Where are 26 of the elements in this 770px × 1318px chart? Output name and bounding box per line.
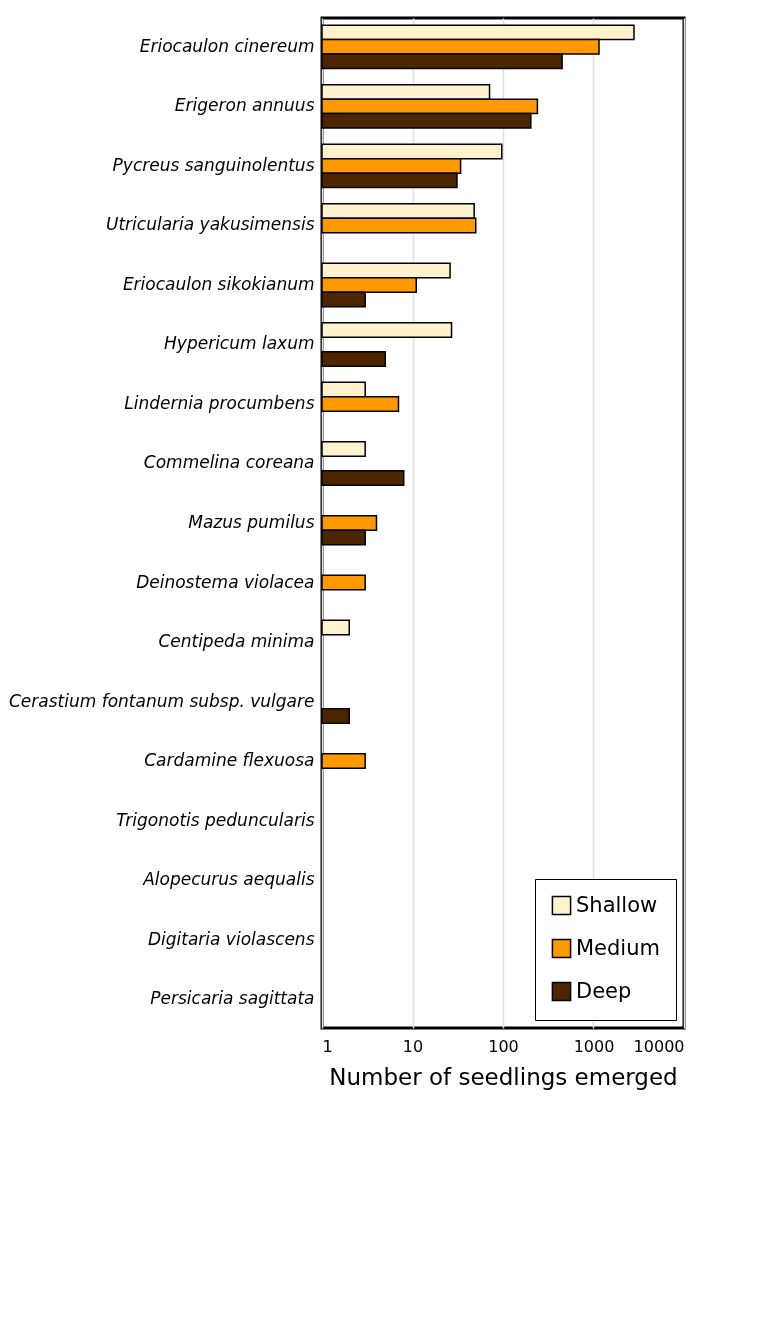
legend-label: Deep [576, 978, 632, 1003]
y-tick-label: Erigeron annuus [174, 95, 315, 116]
y-tick-label: Mazus pumilus [188, 512, 315, 532]
y-tick-label: Deinostema violacea [136, 571, 315, 592]
x-tick-label: 10000 [633, 1036, 685, 1056]
y-tick-label: Persicaria sagittata [150, 988, 315, 1009]
legend-label: Medium [576, 935, 660, 960]
y-tick-label: Centipeda minima [158, 631, 315, 652]
y-tick-label: Pycreus sanguinolentus [112, 154, 315, 175]
y-tick-label: Lindernia procumbens [124, 392, 315, 413]
legend-label: Shallow [576, 892, 658, 917]
x-tick-label: 100 [488, 1036, 519, 1056]
x-tick-label: 1 [322, 1036, 333, 1056]
y-tick-label: Hypericum laxum [164, 333, 315, 354]
x-axis-title: Number of seedlings emerged [329, 1063, 678, 1090]
y-tick-label: Cardamine flexuosa [144, 750, 315, 771]
x-tick-label: 1000 [573, 1036, 615, 1056]
y-tick-label: Commelina coreana [143, 452, 315, 473]
x-tick-label: 10 [402, 1036, 424, 1056]
y-tick-label: Digitaria violascens [147, 928, 315, 949]
y-tick-label: Cerastium fontanum subsp. vulgare [8, 690, 315, 711]
y-tick-label: Trigonotis peduncularis [116, 809, 315, 830]
y-tick-label: Eriocaulon cinereum [139, 35, 315, 56]
y-tick-label: Eriocaulon sikokianum [122, 273, 315, 294]
y-tick-label: Utricularia yakusimensis [105, 214, 315, 235]
y-tick-label: Alopecurus aequalis [142, 869, 315, 890]
